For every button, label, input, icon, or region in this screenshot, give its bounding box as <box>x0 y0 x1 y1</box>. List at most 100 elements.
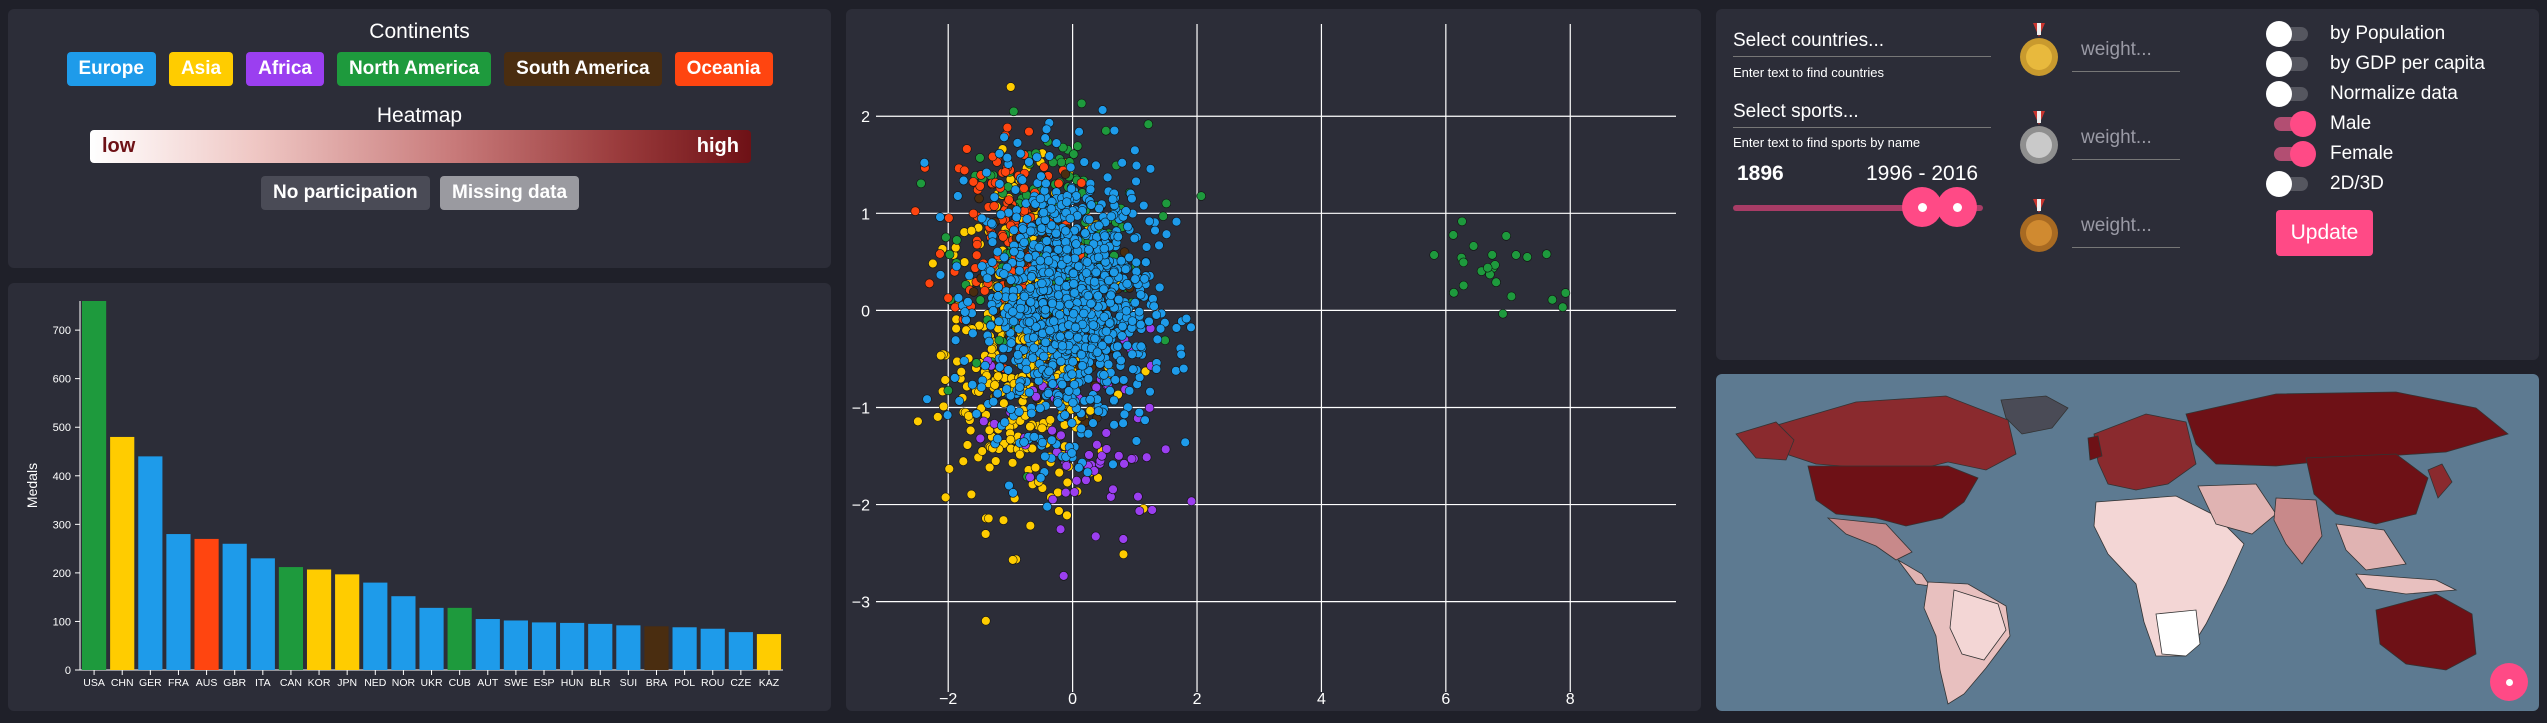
scatter-point <box>1024 317 1035 327</box>
scatter-point <box>958 175 969 186</box>
select-sports-input[interactable]: Select sports... <box>1733 101 1859 122</box>
scatter-point <box>999 269 1009 279</box>
update-button[interactable]: Update <box>2276 210 2373 256</box>
scatter-point <box>1073 333 1083 343</box>
year-slider-handle-end[interactable] <box>1937 187 1977 227</box>
x-tick-label: CAN <box>280 677 302 689</box>
scatter-point <box>1040 451 1050 462</box>
toggle-2d-3d[interactable]: 2D/3D <box>2266 171 2384 197</box>
scatter-point <box>966 226 977 236</box>
scatter-point <box>1014 407 1024 417</box>
map-alaska <box>1735 421 1795 461</box>
scatter-point <box>922 394 932 404</box>
scatter-point <box>1041 124 1052 134</box>
year-slider-track[interactable] <box>1733 205 1983 211</box>
scatter-point <box>989 201 999 211</box>
x-tick-label: FRA <box>168 677 189 689</box>
scatter-point <box>1071 239 1081 249</box>
gold-weight-input[interactable]: weight... <box>2081 39 2152 60</box>
scatter-point <box>1083 291 1093 301</box>
scatter-point <box>1109 125 1120 136</box>
scatter-point <box>1069 149 1079 159</box>
year-slider-handle-start[interactable] <box>1902 187 1942 227</box>
scatter-point <box>1026 272 1037 282</box>
scatter-point <box>1118 534 1129 544</box>
scatter-point <box>1131 257 1142 268</box>
chip-north-america[interactable]: North America <box>336 52 492 86</box>
select-countries-input[interactable]: Select countries... <box>1733 30 1885 51</box>
scatter-point <box>1017 175 1028 185</box>
scatter-point <box>1074 463 1084 473</box>
scatter-point <box>1139 200 1149 211</box>
bronze-weight-input[interactable]: weight... <box>2081 215 2152 236</box>
silver-weight-input[interactable]: weight... <box>2081 127 2152 148</box>
scatter-point <box>977 446 987 456</box>
scatter-point <box>1000 167 1011 177</box>
gold-weight-underline <box>2072 71 2180 72</box>
scatter-point <box>1134 407 1145 418</box>
scatter-point <box>935 212 945 222</box>
scatter-point <box>1012 138 1023 148</box>
bar <box>531 622 557 670</box>
scatter-point <box>1034 242 1044 253</box>
scatter-point <box>1088 320 1099 330</box>
scatter-point <box>1088 418 1098 428</box>
scatter-point <box>1143 119 1154 129</box>
scatter-point <box>1007 458 1018 468</box>
chip-south-america[interactable]: South America <box>504 52 662 86</box>
toggle-female[interactable]: Female <box>2274 141 2393 167</box>
chip-oceania[interactable]: Oceania <box>674 52 773 86</box>
y-tick-label: 700 <box>53 325 71 337</box>
scatter-point <box>1136 319 1146 330</box>
world-map[interactable] <box>1716 374 2539 711</box>
bar <box>728 632 753 670</box>
scatter-point <box>1046 204 1057 214</box>
scatter-point <box>1054 276 1064 286</box>
chip-africa[interactable]: Africa <box>246 52 324 86</box>
scatter-point <box>1025 297 1036 307</box>
scatter-point <box>975 181 985 191</box>
toggle-normalize[interactable]: Normalize data <box>2266 81 2458 107</box>
scatter-point <box>1101 428 1111 438</box>
scatter-point <box>992 247 1003 257</box>
scatter-point <box>1025 283 1036 293</box>
scatter-point <box>1040 337 1051 348</box>
scatter-point <box>910 206 920 216</box>
scatter-point <box>1045 415 1056 425</box>
toggle-by-population[interactable]: by Population <box>2266 21 2445 47</box>
scatter-point <box>1112 341 1123 352</box>
scatter-point <box>956 367 967 377</box>
scatter-point <box>1025 226 1036 236</box>
bar <box>306 569 332 670</box>
scatter-point <box>1491 277 1501 287</box>
scatter-point <box>1119 459 1129 469</box>
scatter-point <box>1104 318 1115 328</box>
y-tick-label: −2 <box>852 498 870 515</box>
legend-panel: Continents Europe Asia Africa North Amer… <box>8 9 831 268</box>
chip-europe[interactable]: Europe <box>66 52 156 86</box>
scatter-point <box>1025 472 1035 482</box>
scatter-point <box>1094 203 1104 214</box>
scatter-point <box>1429 250 1439 260</box>
scatter-point <box>1091 531 1101 542</box>
scatter-point <box>1108 459 1118 470</box>
map-action-button[interactable] <box>2490 663 2528 701</box>
toggle-by-gdp[interactable]: by GDP per capita <box>2266 51 2485 77</box>
scatter-point <box>1152 334 1163 345</box>
scatter-point <box>1062 477 1073 488</box>
scatter-point <box>1004 480 1014 491</box>
bar <box>335 574 360 670</box>
scatter-point <box>1458 257 1469 268</box>
scatter-point <box>1179 363 1189 374</box>
scatter-point <box>916 178 926 189</box>
toggle-male[interactable]: Male <box>2274 111 2371 137</box>
scatter-point <box>1487 250 1497 260</box>
map-brazil <box>1949 589 2007 661</box>
chip-asia[interactable]: Asia <box>168 52 234 86</box>
scatter-point <box>1458 280 1469 291</box>
world-map-panel <box>1716 374 2539 711</box>
scatter-point <box>1122 279 1132 289</box>
scatter-point <box>987 237 998 247</box>
scatter-point <box>1036 171 1046 181</box>
scatter-point <box>990 380 1000 390</box>
